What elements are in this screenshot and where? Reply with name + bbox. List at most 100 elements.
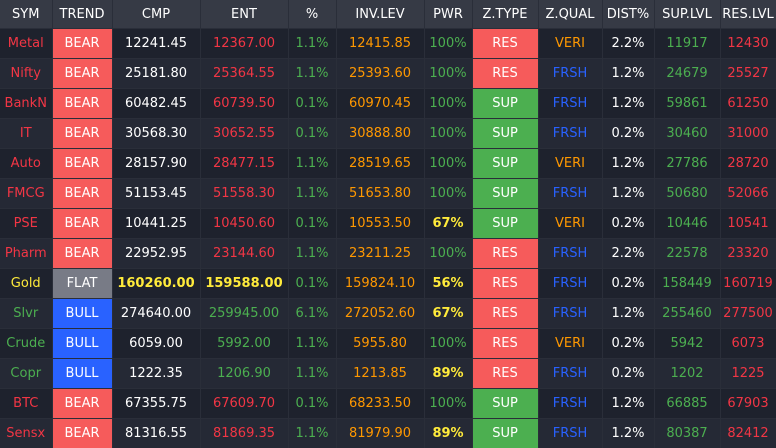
header-row: SYM TREND CMP ENT % INV.LEV PWR Z.TYPE Z…: [0, 0, 776, 29]
percent-cell: 0.1%: [288, 269, 336, 299]
header-sup-lvl: SUP.LVL: [654, 0, 720, 29]
entry-cell: 259945.00: [200, 299, 288, 329]
cmp-cell: 274640.00: [112, 299, 200, 329]
distance-cell: 1.2%: [602, 419, 654, 448]
cmp-cell: 160260.00: [112, 269, 200, 299]
support-level-cell: 80387: [654, 419, 720, 448]
resistance-level-cell: 160719: [720, 269, 776, 299]
percent-cell: 1.1%: [288, 179, 336, 209]
header-inv-lev: INV.LEV: [336, 0, 424, 29]
cmp-cell: 25181.80: [112, 59, 200, 89]
support-level-cell: 59861: [654, 89, 720, 119]
symbol-cell: Sensx: [0, 419, 52, 448]
support-level-cell: 10446: [654, 209, 720, 239]
symbol-cell: Slvr: [0, 299, 52, 329]
power-cell: 56%: [424, 269, 472, 299]
inv-lev-cell: 272052.60: [336, 299, 424, 329]
support-level-cell: 1202: [654, 359, 720, 389]
symbol-cell: Gold: [0, 269, 52, 299]
distance-cell: 0.2%: [602, 209, 654, 239]
zone-type-badge: RES: [472, 59, 538, 89]
zone-type-badge: SUP: [472, 389, 538, 419]
entry-cell: 12367.00: [200, 29, 288, 59]
power-cell: 100%: [424, 389, 472, 419]
zone-type-badge: SUP: [472, 179, 538, 209]
inv-lev-cell: 60970.45: [336, 89, 424, 119]
power-cell: 100%: [424, 179, 472, 209]
support-level-cell: 50680: [654, 179, 720, 209]
zone-quality-cell: VERI: [538, 149, 602, 179]
distance-cell: 1.2%: [602, 179, 654, 209]
inv-lev-cell: 12415.85: [336, 29, 424, 59]
trend-badge: BULL: [52, 299, 112, 329]
trend-badge: BULL: [52, 359, 112, 389]
zone-type-badge: SUP: [472, 119, 538, 149]
percent-cell: 1.1%: [288, 329, 336, 359]
zone-quality-cell: FRSH: [538, 59, 602, 89]
inv-lev-cell: 10553.50: [336, 209, 424, 239]
inv-lev-cell: 51653.80: [336, 179, 424, 209]
cmp-cell: 60482.45: [112, 89, 200, 119]
resistance-level-cell: 67903: [720, 389, 776, 419]
distance-cell: 0.2%: [602, 359, 654, 389]
power-cell: 89%: [424, 419, 472, 448]
entry-cell: 1206.90: [200, 359, 288, 389]
symbol-cell: Metal: [0, 29, 52, 59]
power-cell: 100%: [424, 149, 472, 179]
symbol-cell: BTC: [0, 389, 52, 419]
support-level-cell: 30460: [654, 119, 720, 149]
resistance-level-cell: 23320: [720, 239, 776, 269]
cmp-cell: 30568.30: [112, 119, 200, 149]
header-pwr: PWR: [424, 0, 472, 29]
entry-cell: 67609.70: [200, 389, 288, 419]
zone-quality-cell: FRSH: [538, 299, 602, 329]
header-res-lvl: RES.LVL: [720, 0, 776, 29]
inv-lev-cell: 25393.60: [336, 59, 424, 89]
percent-cell: 6.1%: [288, 299, 336, 329]
support-level-cell: 27786: [654, 149, 720, 179]
zone-quality-cell: FRSH: [538, 419, 602, 448]
support-level-cell: 24679: [654, 59, 720, 89]
distance-cell: 0.2%: [602, 269, 654, 299]
distance-cell: 0.2%: [602, 329, 654, 359]
inv-lev-cell: 1213.85: [336, 359, 424, 389]
cmp-cell: 81316.55: [112, 419, 200, 448]
symbol-cell: PSE: [0, 209, 52, 239]
zone-type-badge: SUP: [472, 419, 538, 448]
zone-quality-cell: VERI: [538, 329, 602, 359]
support-level-cell: 255460: [654, 299, 720, 329]
distance-cell: 1.2%: [602, 59, 654, 89]
zone-type-badge: RES: [472, 239, 538, 269]
symbol-cell: FMCG: [0, 179, 52, 209]
inv-lev-cell: 28519.65: [336, 149, 424, 179]
distance-cell: 1.2%: [602, 149, 654, 179]
entry-cell: 60739.50: [200, 89, 288, 119]
entry-cell: 10450.60: [200, 209, 288, 239]
header-dist-pct: DIST%: [602, 0, 654, 29]
entry-cell: 28477.15: [200, 149, 288, 179]
zone-type-badge: RES: [472, 359, 538, 389]
entry-cell: 23144.60: [200, 239, 288, 269]
resistance-level-cell: 12430: [720, 29, 776, 59]
header-trend: TREND: [52, 0, 112, 29]
entry-cell: 30652.55: [200, 119, 288, 149]
zone-quality-cell: FRSH: [538, 389, 602, 419]
power-cell: 100%: [424, 329, 472, 359]
percent-cell: 0.1%: [288, 209, 336, 239]
zone-quality-cell: FRSH: [538, 119, 602, 149]
trend-badge: BULL: [52, 329, 112, 359]
support-level-cell: 22578: [654, 239, 720, 269]
trend-badge: BEAR: [52, 29, 112, 59]
header-sym: SYM: [0, 0, 52, 29]
percent-cell: 1.1%: [288, 29, 336, 59]
inv-lev-cell: 23211.25: [336, 239, 424, 269]
power-cell: 100%: [424, 119, 472, 149]
